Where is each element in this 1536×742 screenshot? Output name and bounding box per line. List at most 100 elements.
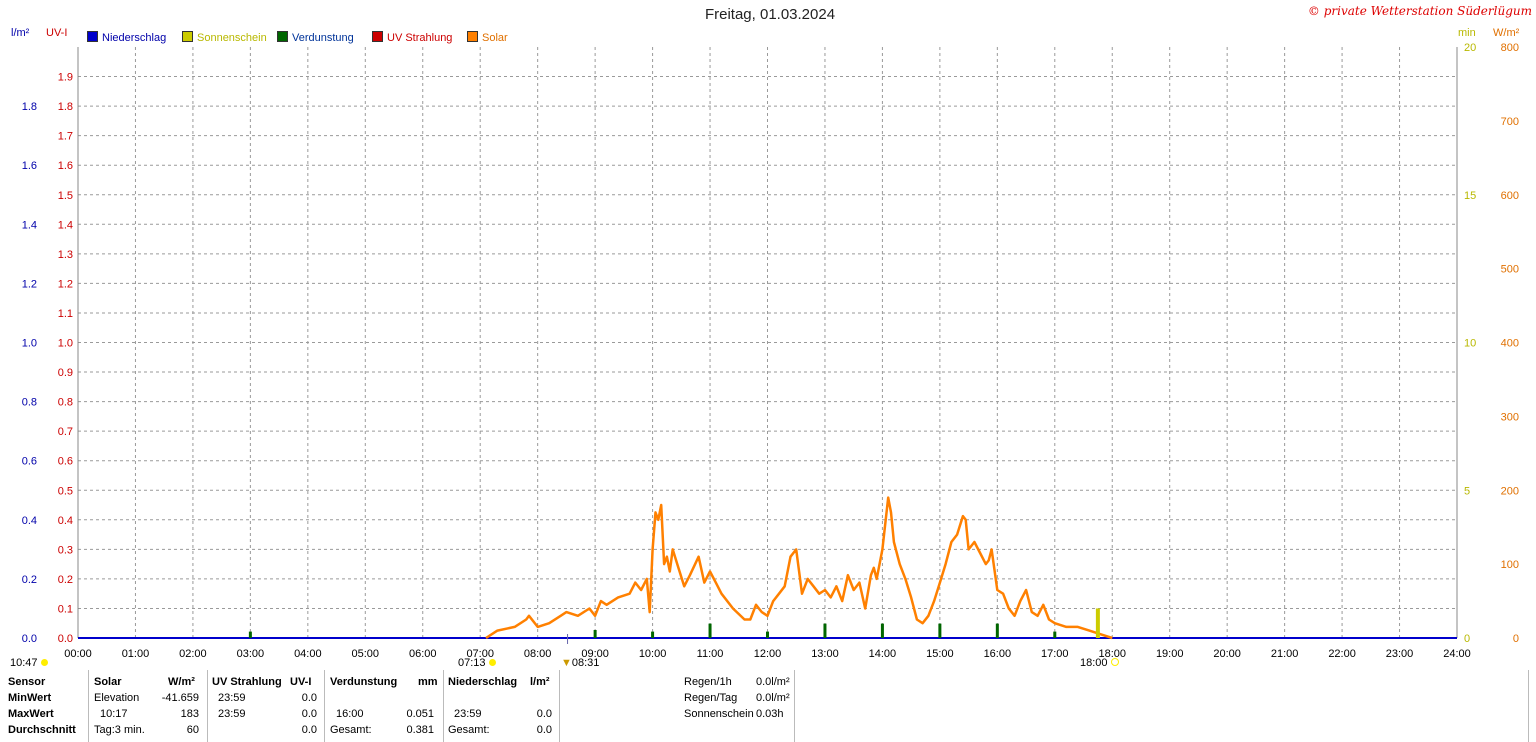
- uv-tick-label: 0.2: [58, 574, 73, 586]
- legend-label-niederschlag: Niederschlag: [102, 32, 167, 44]
- solar-tick-label: 600: [1501, 190, 1519, 202]
- x-tick-label: 15:00: [926, 648, 954, 660]
- table-cell-solar-val: -41.659: [161, 692, 199, 704]
- legend-label-solar: Solar: [482, 32, 508, 44]
- legend-swatch-solar: [467, 31, 478, 42]
- sonnenschein-bar: [1095, 608, 1100, 638]
- table-header-verdunstung: Verdunstung: [330, 676, 398, 688]
- table-separator: [324, 670, 325, 742]
- verdunstung-bar: [938, 623, 942, 638]
- uv-tick-label: 0.9: [58, 367, 73, 379]
- table-header-verdunstung-unit: mm: [418, 676, 438, 688]
- rain-tick-label: 1.0: [22, 338, 37, 350]
- x-tick-label: 10:00: [639, 648, 667, 660]
- rain-tick-label: 0.0: [22, 633, 37, 645]
- solar-tick-label: 800: [1501, 42, 1519, 54]
- x-tick-label: 12:00: [754, 648, 782, 660]
- legend-swatch-niederschlag: [87, 31, 98, 42]
- rain-tick-label: 1.2: [22, 278, 37, 290]
- sunshine-tick-label: 15: [1464, 190, 1476, 202]
- uv-tick-label: 1.1: [58, 308, 73, 320]
- uv-tick-label: 1.4: [58, 219, 73, 231]
- uv-tick-label: 1.2: [58, 278, 73, 290]
- sunset-label: 18:00: [1080, 657, 1119, 669]
- table-cell-nied-time: Gesamt:: [448, 724, 490, 736]
- legend-label-uv: UV Strahlung: [387, 32, 453, 44]
- uv-tick-label: 0.0: [58, 633, 73, 645]
- sunrise-time: 07:13: [458, 657, 486, 669]
- x-tick-label: 04:00: [294, 648, 322, 660]
- solar-series-line: [485, 496, 1113, 640]
- uv-tick-label: 1.9: [58, 72, 73, 84]
- verdunstung-bar: [651, 631, 655, 638]
- verdunstung-bar: [593, 630, 597, 638]
- right-axis-unit-solar: W/m²: [1493, 27, 1520, 39]
- table-cell-verd-time: Gesamt:: [330, 724, 372, 736]
- table-cell-verd-val: 0.051: [406, 708, 434, 720]
- legend-niederschlag: Niederschlag: [87, 31, 166, 44]
- moon-icon: [40, 659, 48, 666]
- uv-tick-label: 0.5: [58, 485, 73, 497]
- table-separator: [207, 670, 208, 742]
- rain-tick-label: 0.2: [22, 574, 37, 586]
- uv-tick-label: 1.6: [58, 160, 73, 172]
- uv-tick-label: 0.4: [58, 515, 73, 527]
- table-header-uv-unit: UV-I: [290, 676, 312, 688]
- rain-tick-label: 1.6: [22, 160, 37, 172]
- table-cell-solar-val: 60: [186, 724, 199, 736]
- uv-tick-label: 0.6: [58, 456, 73, 468]
- solar-tick-label: 0: [1513, 633, 1519, 645]
- table-cell-uv-val: 0.0: [301, 724, 317, 736]
- rain-tick-label: 0.8: [22, 397, 37, 409]
- x-tick-label: 24:00: [1443, 648, 1471, 660]
- solar-tick-label: 700: [1501, 116, 1519, 128]
- x-tick-label: 22:00: [1328, 648, 1356, 660]
- solar-tick-label: 300: [1501, 411, 1519, 423]
- uv-tick-label: 0.7: [58, 426, 73, 438]
- uv-tick-label: 0.3: [58, 544, 73, 556]
- x-tick-label: 13:00: [811, 648, 839, 660]
- marker-time: 08:31: [571, 657, 600, 669]
- sunset-icon: [1110, 658, 1119, 666]
- chart-title: Freitag, 01.03.2024: [704, 6, 836, 23]
- x-tick-label: 23:00: [1386, 648, 1414, 660]
- table-cell-verd-val: 0.381: [406, 724, 434, 736]
- marker-label: ▼08:31: [561, 657, 599, 669]
- x-tick-label: 08:00: [524, 648, 552, 660]
- legend-verdunstung: Verdunstung: [277, 31, 354, 44]
- left-axis-unit-uv: UV-I: [46, 27, 68, 39]
- table-cell-solar-val: 183: [180, 708, 199, 720]
- copyright-label: © private Wetterstation Süderlügum: [1307, 4, 1532, 18]
- table-cell-uv-val: 0.0: [301, 692, 317, 704]
- x-tick-label: 06:00: [409, 648, 437, 660]
- solar-tick-label: 400: [1501, 338, 1519, 350]
- table-header-solar-unit: W/m²: [168, 676, 195, 688]
- solar-tick-label: 100: [1501, 559, 1519, 571]
- verdunstung-bar: [1053, 631, 1057, 638]
- uv-tick-label: 1.8: [58, 101, 73, 113]
- solar-tick-label: 200: [1501, 485, 1519, 497]
- table-cell-uv-time: 23:59: [218, 708, 246, 720]
- legend-swatch-sonnenschein: [182, 31, 193, 42]
- x-tick-label: 03:00: [237, 648, 265, 660]
- verdunstung-bar: [880, 623, 884, 638]
- x-tick-label: 19:00: [1156, 648, 1184, 660]
- rain-tick-label: 0.4: [22, 515, 37, 527]
- table-header-solar: Solar: [94, 676, 122, 688]
- legend-uv: UV Strahlung: [372, 31, 452, 44]
- table-separator: [559, 670, 560, 742]
- sunset-time: 18:00: [1080, 657, 1108, 669]
- x-tick-label: 20:00: [1213, 648, 1241, 660]
- table-header-niederschlag-unit: l/m²: [530, 676, 550, 688]
- x-tick-label: 17:00: [1041, 648, 1069, 660]
- uv-tick-label: 1.7: [58, 131, 73, 143]
- table-cell-solar-time: Tag:3 min.: [94, 724, 145, 736]
- rain-tick-label: 0.6: [22, 456, 37, 468]
- rain-tick-label: 1.4: [22, 219, 37, 231]
- table-cell-verd-time: 16:00: [336, 708, 364, 720]
- x-tick-label: 11:00: [697, 648, 724, 660]
- table-cell-uv-val: 0.0: [301, 708, 317, 720]
- verdunstung-bar: [766, 631, 769, 638]
- x-tick-label: 07:00: [466, 648, 494, 660]
- uv-tick-label: 1.3: [58, 249, 73, 261]
